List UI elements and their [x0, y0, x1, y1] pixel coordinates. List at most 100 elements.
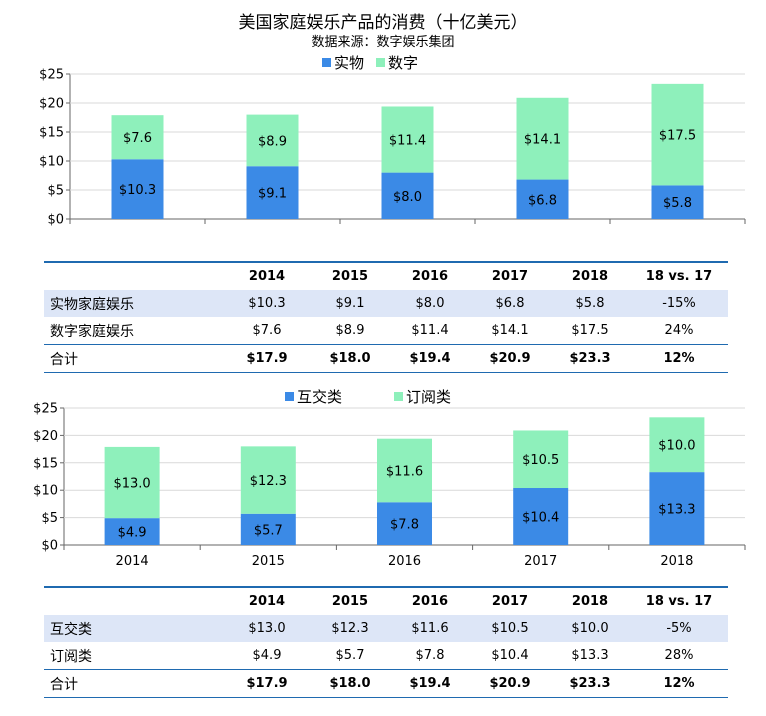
table-cell: $17.5: [571, 323, 609, 338]
bar-bottom-segment: [516, 179, 569, 219]
legend-label-digital: 数字: [388, 54, 419, 72]
row-label: 数字家庭娱乐: [50, 323, 134, 340]
y-tick-label: $25: [39, 68, 64, 83]
table-cell: $20.9: [470, 344, 550, 373]
table2-header-row: 2014 2015 2016 2017 2018 18 vs. 17: [44, 586, 728, 615]
table-row: 订阅类 $4.9 $5.7 $7.8 $10.4 $13.3 28%: [44, 642, 728, 670]
table-cell: $7.6: [252, 323, 282, 338]
bar-top-segment: [649, 417, 705, 473]
legend-swatch-interactive: [285, 392, 294, 401]
legend-label-physical: 实物: [334, 54, 365, 72]
table-row: 数字家庭娱乐 $7.6 $8.9 $11.4 $14.1 $17.5 24%: [44, 317, 728, 345]
row-label: 合计: [44, 669, 224, 698]
table-cell: $5.7: [335, 648, 365, 663]
table1-header-cell: 2018: [550, 261, 630, 290]
table1-header-cell: 2015: [310, 261, 390, 290]
table-cell: $18.0: [310, 669, 390, 698]
table1-header-cell: 2014: [224, 261, 310, 290]
bar-data-label: $10.3: [119, 183, 156, 198]
chart-subtitle: 数据来源：数字娱乐集团: [311, 35, 455, 50]
table-cell: $5.8: [550, 290, 630, 317]
table-cell: $19.4: [390, 669, 470, 698]
bar-bottom-segment: [111, 159, 164, 219]
table-total-row: 合计 $17.9 $18.0 $19.4 $20.9 $23.3 12%: [44, 344, 728, 373]
table2-header-cell: 2015: [310, 586, 390, 615]
bar-data-label: $13.0: [113, 477, 150, 492]
bar-top-segment: [111, 115, 164, 160]
table-total-row: 合计 $17.9 $18.0 $19.4 $20.9 $23.3 12%: [44, 669, 728, 698]
y-tick-label: $5: [47, 184, 64, 199]
table-cell: $20.9: [470, 669, 550, 698]
row-label: 实物家庭娱乐: [44, 290, 224, 317]
table-cell: $7.8: [415, 648, 445, 663]
legend-label-interactive: 互交类: [297, 388, 343, 406]
bar-data-label: $10.5: [522, 453, 559, 468]
table-cell: 28%: [664, 648, 694, 663]
legend-swatch-physical: [322, 58, 331, 67]
table-row: 实物家庭娱乐 $10.3 $9.1 $8.0 $6.8 $5.8 -15%: [44, 290, 728, 317]
table-cell: 12%: [630, 669, 728, 698]
table-cell: $13.0: [224, 615, 310, 642]
y-tick-label: $20: [33, 429, 58, 444]
y-tick-label: $15: [33, 456, 58, 471]
legend-chart2: 互交类 订阅类: [285, 386, 451, 407]
table1-header-cell: 2016: [390, 261, 470, 290]
table-cell: $8.0: [390, 290, 470, 317]
table1-header-cell: [44, 261, 224, 290]
x-tick-label: 2014: [116, 554, 149, 569]
table-cell: $13.3: [571, 648, 609, 663]
bar-top-segment: [104, 446, 160, 519]
data-table-1: 2014 2015 2016 2017 2018 18 vs. 17 实物家庭娱…: [44, 261, 728, 373]
table-cell: $9.1: [310, 290, 390, 317]
table-cell: -5%: [630, 615, 728, 642]
row-label: 合计: [44, 344, 224, 373]
y-tick-label: $10: [33, 484, 58, 499]
table-cell: $11.6: [390, 615, 470, 642]
table-cell: $23.3: [550, 669, 630, 698]
chart2-bar-chart: $0 $5 $10 $15 $20 $25 $4.9 $13.0 2014 $5.7 $12.3 20…: [33, 402, 746, 569]
table-cell: $4.9: [252, 648, 282, 663]
table2-header-cell: 2016: [390, 586, 470, 615]
bar-top-segment: [516, 97, 569, 180]
x-tick-label: 2015: [252, 554, 285, 569]
bar-data-label: $10.4: [522, 511, 559, 526]
bar-data-label: $12.3: [250, 474, 287, 489]
bar-data-label: $17.5: [659, 129, 696, 144]
table1-header-cell: 18 vs. 17: [630, 261, 728, 290]
table-cell: 12%: [630, 344, 728, 373]
bar-data-label: $10.0: [658, 439, 695, 454]
bar-data-label: $11.6: [386, 464, 423, 479]
table-cell: 24%: [664, 323, 694, 338]
chart-title: 美国家庭娱乐产品的消费（十亿美元）: [238, 13, 528, 33]
bar-top-segment: [240, 446, 296, 514]
table-cell: $8.9: [335, 323, 365, 338]
legend-label-subscription: 订阅类: [406, 388, 452, 406]
legend-swatch-digital: [376, 58, 386, 67]
bar-top-segment: [246, 114, 299, 167]
table-cell: $6.8: [470, 290, 550, 317]
bar-bottom-segment: [240, 513, 296, 545]
bar-top-segment: [513, 430, 569, 489]
table-cell: $10.3: [224, 290, 310, 317]
table-cell: $17.9: [224, 669, 310, 698]
bar-data-label: $9.1: [258, 187, 287, 202]
table2-header-cell: [44, 586, 224, 615]
bar-bottom-segment: [104, 518, 160, 545]
row-label: 订阅类: [50, 648, 92, 665]
x-tick-label: 2018: [660, 554, 693, 569]
table-cell: $23.3: [550, 344, 630, 373]
bar-data-label: $4.9: [118, 526, 147, 541]
y-tick-label: $0: [47, 213, 64, 228]
bar-data-label: $6.8: [528, 193, 557, 208]
bar-bottom-segment: [381, 172, 434, 219]
bar-top-segment: [381, 106, 434, 173]
bar-data-label: $13.3: [658, 503, 695, 518]
bar-data-label: $8.0: [393, 190, 422, 205]
bar-bottom-segment: [651, 185, 704, 219]
table2-header-cell: 2014: [224, 586, 310, 615]
bar-data-label: $14.1: [524, 133, 561, 148]
table-cell: $12.3: [310, 615, 390, 642]
x-tick-label: 2017: [524, 554, 557, 569]
table-cell: $19.4: [390, 344, 470, 373]
bar-top-segment: [651, 83, 704, 186]
